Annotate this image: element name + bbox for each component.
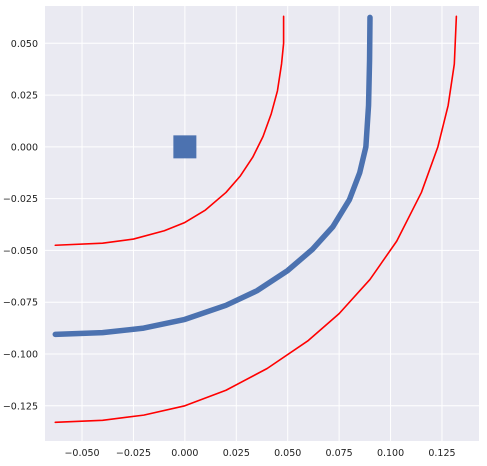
y-tick-label: 0.050 <box>11 39 38 50</box>
series-bound-curve-2 <box>54 15 458 424</box>
series-bound-curve-0 <box>54 15 285 247</box>
y-axis-ticks: 0.050 0.025 0.000 −0.025 −0.050 −0.075 −0.100 −… <box>3 39 38 412</box>
marker-layer <box>173 135 197 159</box>
y-tick-label: −0.025 <box>3 194 38 205</box>
grid <box>45 6 479 441</box>
x-tick-label: 0.125 <box>428 448 455 459</box>
series-main-curve <box>52 14 373 338</box>
x-tick-label: 0.025 <box>223 448 250 459</box>
x-tick-label: −0.025 <box>116 448 151 459</box>
x-tick-label: 0.100 <box>377 448 404 459</box>
x-tick-label: 0.050 <box>274 448 301 459</box>
y-tick-label: 0.000 <box>11 142 38 153</box>
plot-background <box>45 6 479 441</box>
y-tick-label: −0.075 <box>3 298 38 309</box>
y-tick-label: −0.125 <box>3 401 38 412</box>
y-tick-label: −0.050 <box>3 246 38 257</box>
x-tick-label: −0.050 <box>64 448 99 459</box>
y-tick-label: 0.025 <box>11 91 38 102</box>
square-marker <box>173 135 197 159</box>
y-tick-label: −0.100 <box>3 350 38 361</box>
x-axis-ticks: −0.050 −0.025 0.000 0.025 0.050 0.075 0.100 0.1… <box>64 448 455 459</box>
x-tick-label: 0.000 <box>171 448 198 459</box>
x-tick-label: 0.075 <box>326 448 353 459</box>
series-layer <box>52 14 458 424</box>
